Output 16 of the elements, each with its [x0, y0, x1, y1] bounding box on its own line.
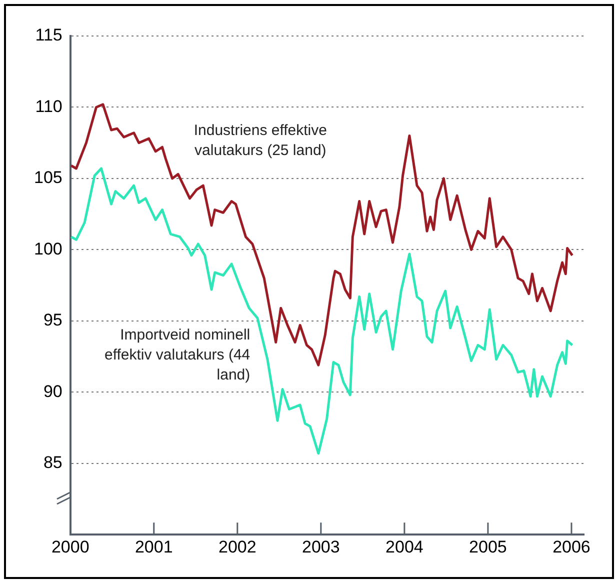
x-tick-label: 2001	[134, 537, 173, 556]
y-tick-label: 95	[43, 310, 62, 330]
x-tick-label: 2004	[386, 537, 424, 556]
y-tick-label: 105	[34, 168, 62, 188]
y-tick-label: 100	[34, 239, 62, 258]
series-label: Importveid nominell effektiv valutakurs (44 land)	[104, 326, 250, 384]
y-tick-label: 85	[43, 453, 62, 472]
y-tick-label: 115	[35, 26, 62, 45]
y-tick-label: 110	[35, 96, 62, 116]
x-tick-label: 2005	[469, 537, 507, 556]
x-tick-label: 2000	[51, 537, 90, 556]
y-tick-label: 90	[43, 382, 62, 401]
x-tick-label: 2003	[302, 537, 340, 556]
x-tick-label: 2002	[218, 537, 256, 556]
series-label: Industriens effektive valutakurs (25 land)	[194, 122, 327, 159]
x-tick-label: 2006	[552, 537, 590, 556]
